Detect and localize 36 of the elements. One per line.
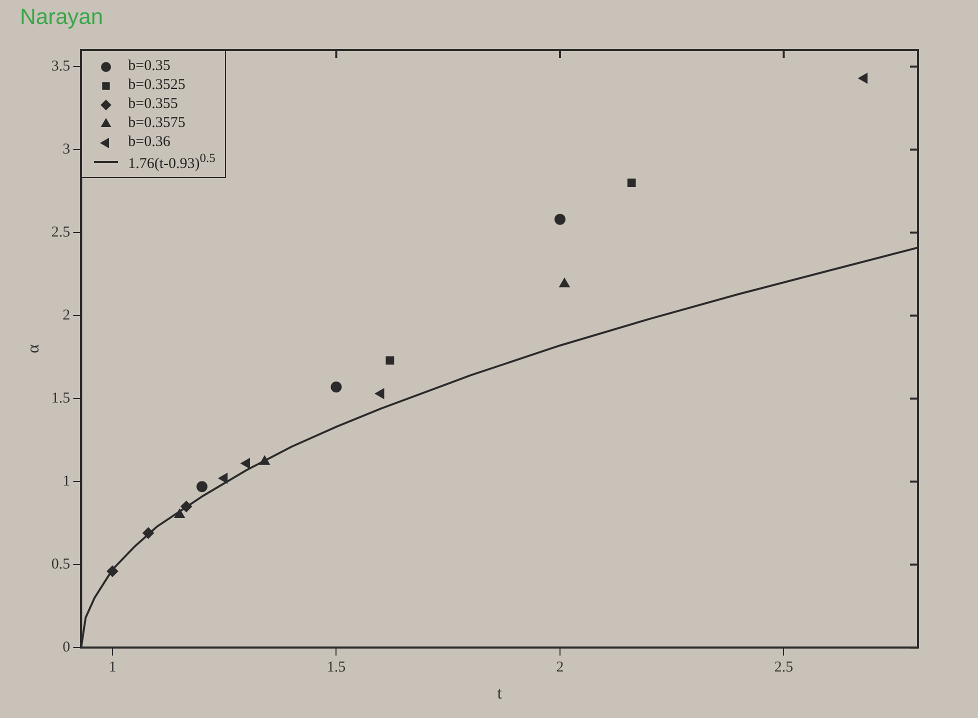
point [330,381,342,392]
point [386,356,394,365]
point [180,501,192,512]
legend-label: 1.76(t-0.93)$^{0.5}$ [128,150,216,172]
point [375,388,384,399]
point [218,473,228,484]
x-tick-label: 2 [556,660,564,676]
point [554,214,566,225]
point [196,481,208,492]
y-tick-label: 0.5 [51,556,70,573]
x-tick-label: 2.5 [774,660,794,676]
x-tick-label: 1.5 [326,660,346,676]
y-tick-label: 3.5 [51,58,70,75]
point [174,509,184,518]
legend-label: b=0.36 [128,134,170,151]
y-tick-label: 2 [62,308,70,324]
legend-label: b=0.3525 [128,77,186,94]
y-tick-label: 2.5 [51,224,70,241]
legend-label: b=0.35 [128,58,170,75]
y-tick-label: 1.5 [51,390,70,407]
y-tick-label: 0 [62,640,70,656]
point [627,178,636,187]
x-axis-title: t [497,683,502,702]
text: Narayan [20,4,104,30]
y-tick-label: 3 [62,142,70,158]
legend-label: b=0.355 [128,96,178,113]
point [241,458,250,468]
point [560,278,570,288]
point [106,566,118,577]
point [142,528,154,539]
point [858,73,868,84]
x-tick-label: 1 [108,660,116,676]
point [260,456,270,465]
y-tick-label: 1 [62,474,70,490]
y-axis-title: α [24,344,43,354]
legend-label: b=0.3575 [128,115,186,132]
